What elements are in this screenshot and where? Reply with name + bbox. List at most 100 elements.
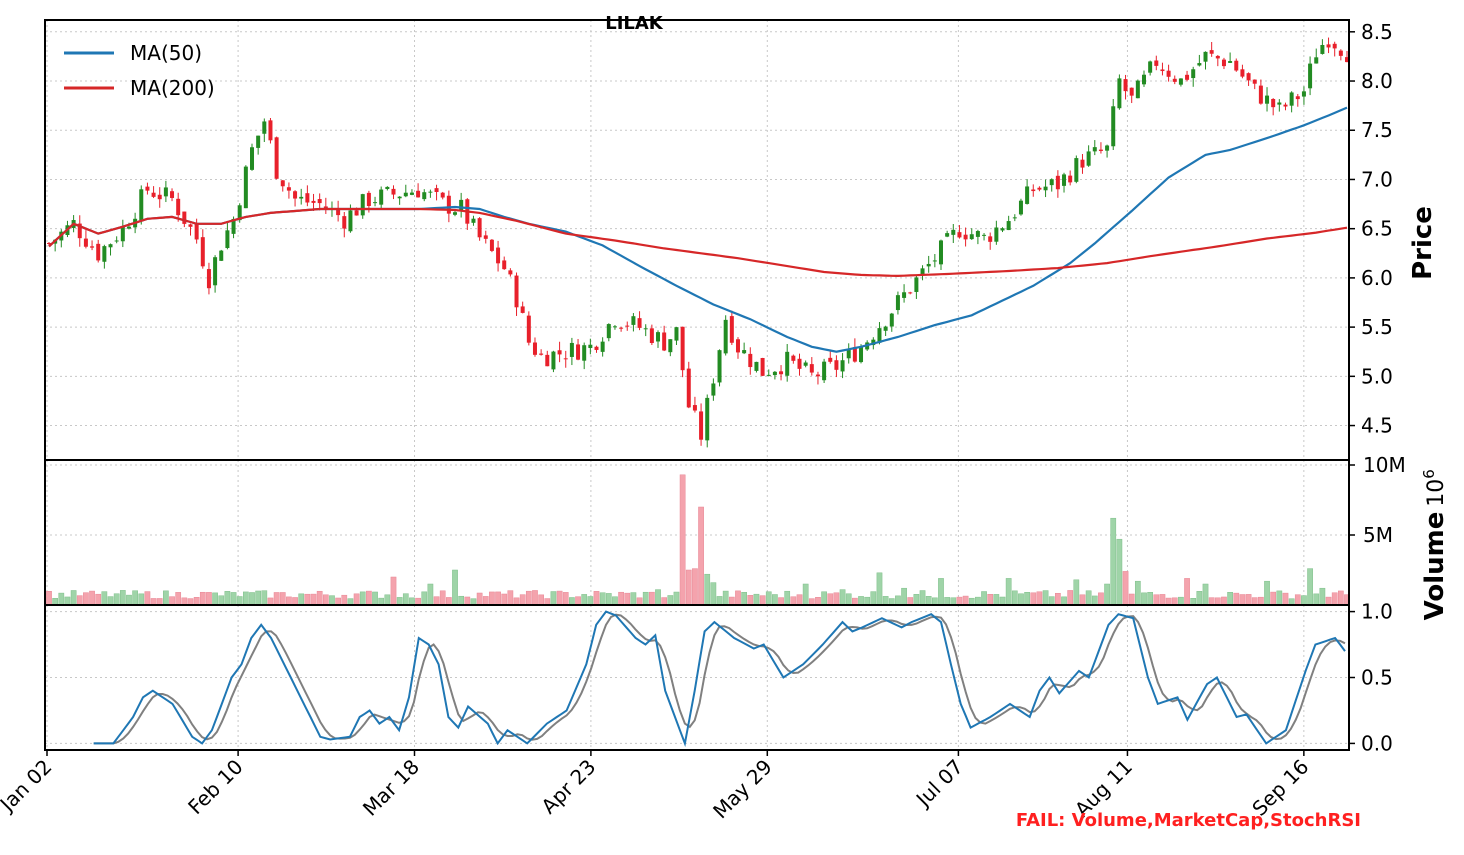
chart-title: LILAK	[605, 13, 664, 34]
volume-bar	[1171, 597, 1178, 606]
candle-up	[871, 339, 876, 346]
candle-up	[674, 327, 679, 341]
candle-up	[102, 246, 107, 262]
candle-up	[723, 319, 728, 354]
volume-bar	[1190, 598, 1197, 606]
volume-bar	[1325, 596, 1332, 606]
candle-down	[176, 198, 181, 216]
candle-down	[1160, 69, 1165, 72]
volume-bar	[1221, 596, 1227, 606]
candle-down	[1246, 73, 1251, 81]
volume-bar	[1165, 597, 1172, 606]
candle-up	[243, 166, 248, 209]
candle-up	[237, 205, 242, 221]
volume-bar	[1294, 594, 1301, 606]
candle-up	[569, 342, 574, 357]
candle-up	[114, 240, 119, 242]
volume-bar	[679, 474, 686, 606]
volume-bar	[1301, 595, 1307, 606]
volume-bar	[341, 594, 348, 606]
candle-down	[170, 191, 175, 198]
candle-up	[668, 339, 673, 353]
volume-bar	[1011, 590, 1018, 606]
volume-bar	[845, 593, 852, 606]
candle-up	[379, 189, 384, 205]
volume-bar	[642, 591, 649, 606]
candle-down	[434, 188, 439, 193]
volume-bar	[1061, 596, 1067, 606]
price-tick-label: 6.0	[1361, 266, 1393, 290]
volume-bar	[968, 597, 975, 606]
volume-bar	[944, 597, 950, 606]
candle-down	[96, 243, 101, 261]
volume-bar	[353, 593, 360, 606]
candle-down	[145, 186, 150, 191]
candle-down	[188, 224, 193, 227]
candle-down	[280, 180, 285, 187]
candle-down	[1209, 50, 1214, 54]
volume-bar	[864, 596, 871, 606]
volume-bar	[1048, 596, 1055, 606]
volume-bar	[1233, 592, 1240, 606]
volume-bar	[261, 590, 268, 606]
candle-down	[47, 242, 51, 244]
volume-bar	[1159, 594, 1166, 606]
candle-down	[625, 325, 630, 327]
volume-bar	[778, 597, 784, 606]
volume-bar	[1116, 538, 1123, 606]
volume-bar	[907, 597, 914, 606]
volume-bar	[1239, 594, 1246, 606]
legend-ma200-label: MA(200)	[130, 76, 215, 100]
candle-down	[1166, 70, 1171, 77]
volume-bar	[212, 592, 218, 606]
candle-down	[1326, 44, 1331, 48]
volume-bar	[999, 596, 1006, 606]
candle-up	[1178, 78, 1183, 85]
volume-bar	[925, 596, 932, 606]
stoch-rsi-k-line	[93, 610, 1346, 748]
candle-down	[1037, 187, 1042, 190]
volume-bar	[1276, 590, 1283, 606]
volume-bar	[1214, 597, 1221, 606]
volume-bar	[901, 587, 907, 606]
price-tick-label: 7.0	[1361, 167, 1393, 191]
candle-down	[649, 328, 654, 344]
candle-up	[409, 192, 414, 195]
candle-down	[1185, 74, 1190, 80]
candle-down	[1031, 189, 1036, 192]
candle-down	[311, 200, 316, 203]
candle-up	[938, 240, 943, 265]
volume-bar	[199, 591, 206, 606]
volume-bar	[1134, 580, 1141, 606]
candle-up	[895, 295, 900, 311]
candle-down	[342, 216, 347, 229]
volume-bar	[359, 591, 366, 606]
candle-up	[742, 350, 747, 354]
volume-bar	[138, 593, 145, 606]
x-tick-label: Jul 07	[910, 755, 968, 813]
volume-bar	[1104, 583, 1110, 606]
candle-up	[1006, 221, 1011, 231]
candle-down	[1345, 57, 1349, 63]
volume-bar	[525, 590, 532, 606]
candle-up	[1141, 74, 1146, 85]
candle-down	[206, 269, 211, 289]
candle-down	[1240, 69, 1245, 77]
candle-down	[483, 235, 488, 239]
volume-bar	[790, 596, 797, 606]
price-tick-label: 6.5	[1361, 217, 1393, 241]
volume-bar	[550, 591, 557, 606]
candle-down	[366, 192, 371, 206]
price-panel-frame	[44, 19, 1350, 461]
candle-down	[834, 360, 839, 370]
volume-bar	[618, 591, 624, 606]
volume-bar	[938, 578, 944, 606]
volume-bar	[1251, 597, 1258, 606]
volume-bar	[802, 583, 809, 606]
volume-bar	[950, 597, 957, 606]
candle-up	[120, 226, 125, 242]
volume-bar	[704, 573, 711, 606]
volume-bar	[273, 592, 280, 606]
stoch-rsi-d-line	[93, 613, 1346, 745]
